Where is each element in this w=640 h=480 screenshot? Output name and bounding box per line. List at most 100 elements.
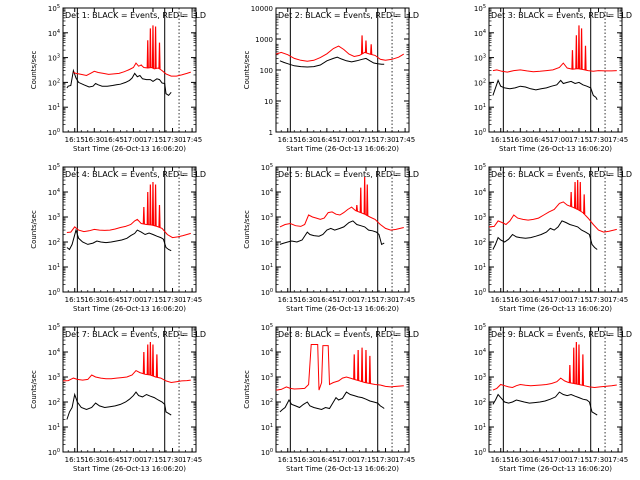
x-tick-label: 16:15 bbox=[278, 456, 298, 464]
marker-label: L bbox=[606, 330, 610, 338]
x-axis-label: Start Time (26-Oct-13 16:06:20) bbox=[286, 305, 399, 313]
x-tick-label: 17:45 bbox=[182, 456, 202, 464]
x-tick-label: 16:45 bbox=[530, 136, 550, 144]
y-tick-label: 104 bbox=[474, 348, 486, 357]
x-tick-label: 17:45 bbox=[608, 296, 628, 304]
lld-spike bbox=[577, 25, 581, 69]
y-tick-label: 101 bbox=[48, 423, 60, 432]
y-tick-label: 104 bbox=[48, 29, 60, 38]
lld-spike bbox=[577, 344, 581, 385]
x-axis-label: Start Time (26-Oct-13 16:06:20) bbox=[499, 465, 612, 473]
marker-label: L bbox=[393, 11, 397, 19]
lld-spike bbox=[368, 355, 372, 384]
lld-spike bbox=[158, 205, 161, 228]
y-tick-label: 103 bbox=[261, 213, 273, 222]
events-series-line bbox=[492, 391, 598, 416]
plot-frame bbox=[488, 326, 623, 453]
y-tick-label: 104 bbox=[48, 348, 60, 357]
x-tick-label: 17:15 bbox=[356, 456, 376, 464]
y-tick-label: 101 bbox=[48, 103, 60, 112]
y-tick-label: 104 bbox=[48, 188, 60, 197]
panel-title: Det 5: BLACK = Events, RED = LLD bbox=[278, 170, 419, 179]
x-tick-label: 16:15 bbox=[491, 456, 511, 464]
x-axis-label: Start Time (26-Oct-13 16:06:20) bbox=[499, 145, 612, 153]
y-tick-label: 104 bbox=[261, 188, 273, 197]
x-tick-label: 16:15 bbox=[65, 296, 85, 304]
lld-spike bbox=[579, 182, 582, 212]
panel-title: Det 2: BLACK = Events, RED = LLD bbox=[278, 11, 419, 20]
marker-label: L bbox=[393, 170, 397, 178]
y-axis-label: Counts/sec bbox=[30, 51, 38, 90]
x-tick-label: 17:15 bbox=[569, 456, 589, 464]
x-tick-label: 17:45 bbox=[395, 136, 415, 144]
y-tick-label: 100 bbox=[474, 448, 486, 457]
lld-spike bbox=[142, 351, 145, 374]
lld-spike bbox=[146, 191, 149, 225]
lld-spike bbox=[360, 35, 364, 54]
x-tick-label: 16:30 bbox=[84, 136, 104, 144]
plot-frame bbox=[62, 7, 197, 133]
lld-series-line bbox=[275, 45, 405, 62]
panel-det-5: Det 5: BLACK = Events, RED = LLD 100 101 10… bbox=[243, 163, 419, 313]
x-tick-label: 16:15 bbox=[278, 136, 298, 144]
x-axis-label: Start Time (26-Oct-13 16:06:20) bbox=[73, 305, 186, 313]
y-tick-label: 105 bbox=[474, 323, 486, 332]
x-axis-label: Start Time (26-Oct-13 16:06:20) bbox=[73, 145, 186, 153]
lld-spike bbox=[571, 50, 574, 70]
lld-spike bbox=[572, 347, 575, 384]
panel-title: Det 8: BLACK = Events, RED = LLD bbox=[278, 330, 419, 339]
lld-spike bbox=[359, 187, 362, 213]
lld-spike bbox=[570, 191, 573, 207]
x-tick-label: 17:00 bbox=[336, 136, 356, 144]
x-tick-label: 17:45 bbox=[395, 456, 415, 464]
events-series-line bbox=[66, 391, 172, 420]
y-tick-label: 100 bbox=[260, 67, 273, 75]
panel-det-1: Det 1: BLACK = Events, RED = LLD 100 101 10… bbox=[30, 4, 206, 153]
lld-spike bbox=[355, 205, 358, 212]
y-tick-label: 1 bbox=[269, 129, 273, 137]
lld-series-line bbox=[279, 206, 404, 231]
y-tick-label: 105 bbox=[261, 323, 273, 332]
x-tick-label: 17:15 bbox=[569, 136, 589, 144]
y-tick-label: 101 bbox=[261, 423, 273, 432]
events-series-line bbox=[279, 56, 385, 68]
lld-spike bbox=[149, 184, 152, 225]
lld-spike bbox=[151, 25, 155, 69]
events-series-line bbox=[279, 391, 385, 413]
y-tick-label: 102 bbox=[48, 78, 60, 87]
panel-title: Det 4: BLACK = Events, RED = LLD bbox=[65, 170, 206, 179]
y-tick-label: 102 bbox=[474, 78, 486, 87]
lld-series-line bbox=[62, 369, 191, 384]
y-tick-label: 105 bbox=[474, 163, 486, 172]
plot-frame bbox=[488, 7, 623, 133]
y-tick-label: 104 bbox=[261, 348, 273, 357]
x-tick-label: 16:45 bbox=[317, 456, 337, 464]
panel-title: Det 3: BLACK = Events, RED = LLD bbox=[491, 11, 632, 20]
x-tick-label: 16:45 bbox=[317, 136, 337, 144]
x-tick-label: 16:45 bbox=[104, 136, 124, 144]
y-tick-label: 102 bbox=[474, 238, 486, 247]
y-tick-label: 104 bbox=[474, 188, 486, 197]
lld-spike bbox=[576, 180, 579, 210]
x-tick-label: 17:15 bbox=[143, 136, 163, 144]
x-axis-label: Start Time (26-Oct-13 16:06:20) bbox=[286, 465, 399, 473]
marker-label: L bbox=[393, 330, 397, 338]
y-axis-label: Counts/sec bbox=[30, 210, 38, 249]
x-tick-label: 17:00 bbox=[549, 296, 569, 304]
plot-frame bbox=[62, 326, 197, 453]
x-tick-label: 16:30 bbox=[510, 296, 530, 304]
x-tick-label: 16:15 bbox=[278, 296, 298, 304]
y-tick-label: 100 bbox=[48, 448, 60, 457]
panel-title: Det 1: BLACK = Events, RED = LLD bbox=[65, 11, 206, 20]
x-tick-label: 17:15 bbox=[143, 296, 163, 304]
lld-spike bbox=[580, 28, 583, 70]
lld-spike bbox=[149, 342, 152, 376]
y-tick-label: 101 bbox=[261, 263, 273, 272]
panel-det-2: Det 2: BLACK = Events, RED = LLD 1 10 100 10… bbox=[243, 5, 419, 153]
lld-spike bbox=[142, 207, 145, 225]
y-tick-label: 105 bbox=[48, 4, 60, 13]
x-tick-label: 17:30 bbox=[375, 136, 395, 144]
x-tick-label: 17:00 bbox=[549, 456, 569, 464]
y-tick-label: 103 bbox=[48, 213, 60, 222]
